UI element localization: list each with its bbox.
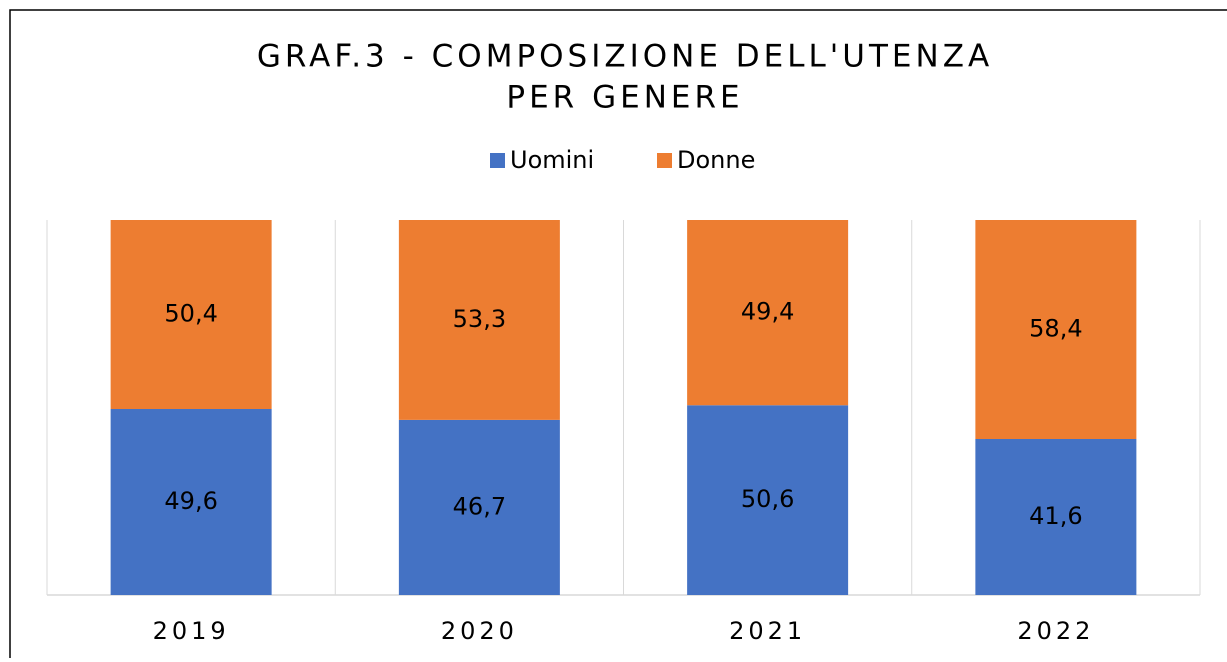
x-tick-label: 2022 xyxy=(1017,617,1094,645)
data-label: 49,4 xyxy=(741,298,794,326)
data-label: 53,3 xyxy=(453,305,506,333)
bar-segment xyxy=(687,405,849,595)
data-label: 46,7 xyxy=(453,492,506,520)
bar-segment xyxy=(398,220,560,420)
chart-title: PER GENERE xyxy=(506,80,743,116)
data-label: 41,6 xyxy=(1029,502,1082,530)
legend-label: Donne xyxy=(677,146,755,174)
chart-frame xyxy=(9,9,1227,662)
chart-title: GRAF.3 - COMPOSIZIONE DELL'UTENZA xyxy=(257,39,993,75)
data-label: 49,6 xyxy=(164,487,217,515)
bar-segment xyxy=(110,409,272,595)
bar-segment xyxy=(975,220,1137,439)
data-label: 50,4 xyxy=(164,300,217,328)
bar-segment xyxy=(687,220,849,406)
x-tick-label: 2020 xyxy=(441,617,518,645)
legend-label: Uomini xyxy=(510,146,594,174)
bar-segment xyxy=(110,220,272,409)
x-tick-label: 2021 xyxy=(729,617,806,645)
x-tick-label: 2019 xyxy=(153,617,230,645)
legend-swatch xyxy=(657,153,672,168)
data-label: 50,6 xyxy=(741,485,794,513)
bar-segment xyxy=(398,419,560,595)
data-label: 58,4 xyxy=(1029,315,1082,343)
legend-swatch xyxy=(490,153,505,168)
bar-segment xyxy=(975,439,1137,595)
